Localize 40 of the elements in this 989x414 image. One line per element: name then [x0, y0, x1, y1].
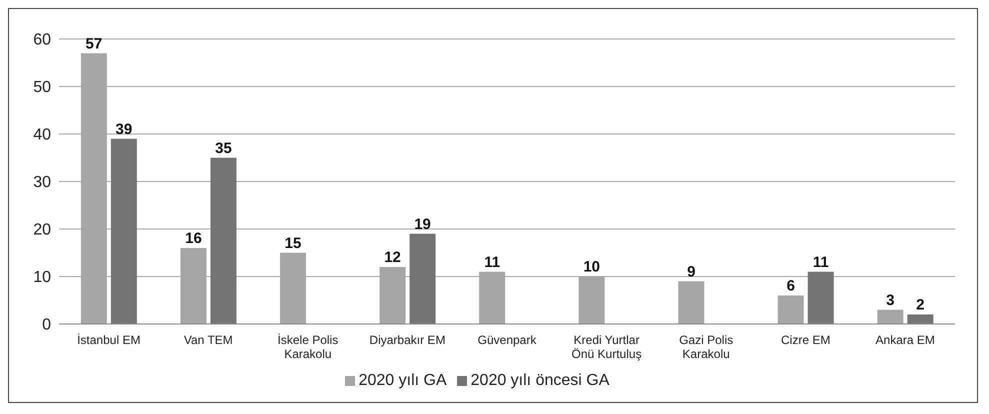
y-tick-label: 20 — [33, 222, 52, 239]
bar — [778, 296, 804, 324]
y-tick-label: 40 — [33, 126, 52, 144]
bar — [410, 234, 436, 324]
x-tick-label: Ankara EM — [876, 333, 935, 347]
data-label: 10 — [583, 258, 600, 276]
data-label: 39 — [116, 120, 132, 138]
y-tick-label: 60 — [33, 32, 52, 49]
x-tick-label: İskele Polis Karakolu — [278, 333, 338, 361]
bar — [678, 281, 704, 324]
bar — [907, 314, 934, 324]
x-tick-label: Cizre EM — [780, 333, 830, 347]
bar — [808, 272, 834, 324]
x-tick-label: Diyarbakır EM — [369, 333, 446, 347]
data-label: 16 — [185, 230, 202, 247]
data-label: 15 — [284, 234, 302, 252]
y-tick-label: 30 — [33, 174, 52, 192]
data-label: 11 — [484, 254, 500, 271]
x-tick-label: Kredi Yurtlar Önü Kurtuluş — [572, 333, 642, 361]
y-tick-label: 10 — [33, 269, 52, 286]
bar — [877, 310, 904, 324]
legend-label: 2020 yılı GA — [358, 372, 447, 389]
y-tick-label: 50 — [33, 79, 52, 96]
x-tick-label: Güvenpark — [478, 333, 538, 347]
x-tick-label: Gazi Polis Karakolu — [679, 333, 734, 361]
y-tick-label: 0 — [42, 316, 52, 334]
data-label: 2 — [916, 296, 925, 314]
data-label: 11 — [812, 254, 829, 271]
x-tick-label: İstanbul EM — [77, 333, 140, 347]
data-label: 9 — [687, 263, 696, 280]
data-label: 12 — [384, 249, 401, 266]
data-label: 3 — [886, 292, 895, 309]
bar — [110, 138, 137, 324]
bar — [210, 158, 236, 324]
data-label: 19 — [414, 216, 431, 233]
data-label: 35 — [215, 140, 232, 157]
x-tick-label: Van TEM — [184, 333, 233, 347]
legend-label: 2020 yılı öncesi GA — [470, 372, 610, 389]
data-label: 6 — [786, 278, 795, 294]
data-label: 57 — [86, 35, 102, 52]
